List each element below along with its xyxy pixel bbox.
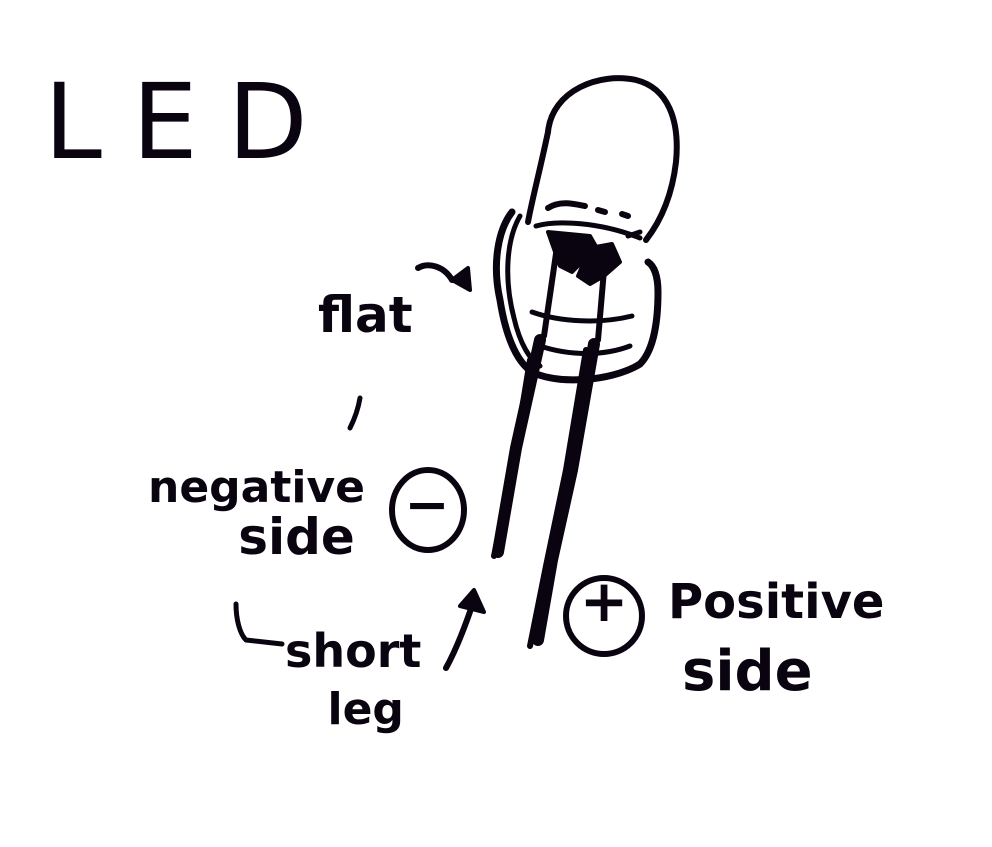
positive-side-label: Positive side xyxy=(668,578,884,700)
short-label-line1: short xyxy=(285,624,422,678)
diagram-title: LED xyxy=(44,61,338,183)
led-dome-left xyxy=(525,129,551,225)
led-dome xyxy=(545,75,680,243)
negative-side-label: negative side xyxy=(148,462,365,566)
negative-sign: − xyxy=(404,473,450,536)
positive-circle xyxy=(563,575,645,657)
negative-label-line2: side xyxy=(238,508,355,566)
flat-label: flat xyxy=(318,286,413,344)
led-long-leg xyxy=(532,338,600,646)
flat-pointer-arrow xyxy=(415,262,455,283)
positive-label-line1: Positive xyxy=(668,574,885,630)
negative-circle xyxy=(389,467,467,553)
led-flange xyxy=(492,208,662,384)
positive-sign: + xyxy=(579,567,629,635)
short-label-line2: leg xyxy=(327,684,404,735)
negative-label-line1: negative xyxy=(148,462,365,513)
positive-label-line2: side xyxy=(682,639,813,704)
short-leg-label: short leg xyxy=(285,628,421,732)
